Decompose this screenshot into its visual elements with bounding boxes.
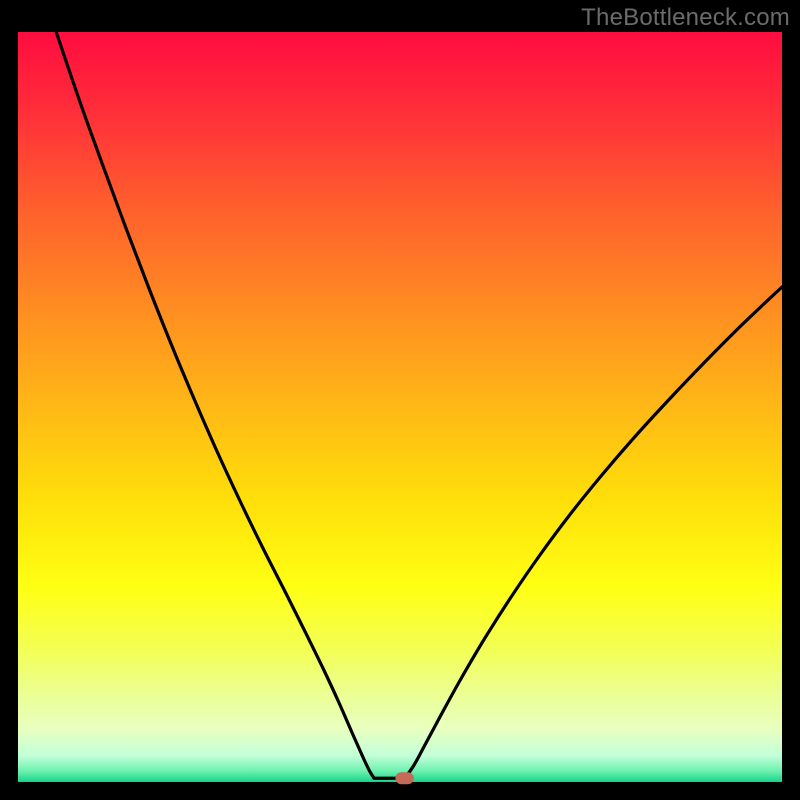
bottleneck-chart [0,0,800,800]
minimum-marker [395,772,413,784]
plot-area [18,32,782,782]
chart-container: TheBottleneck.com [0,0,800,800]
watermark-text: TheBottleneck.com [581,4,790,32]
